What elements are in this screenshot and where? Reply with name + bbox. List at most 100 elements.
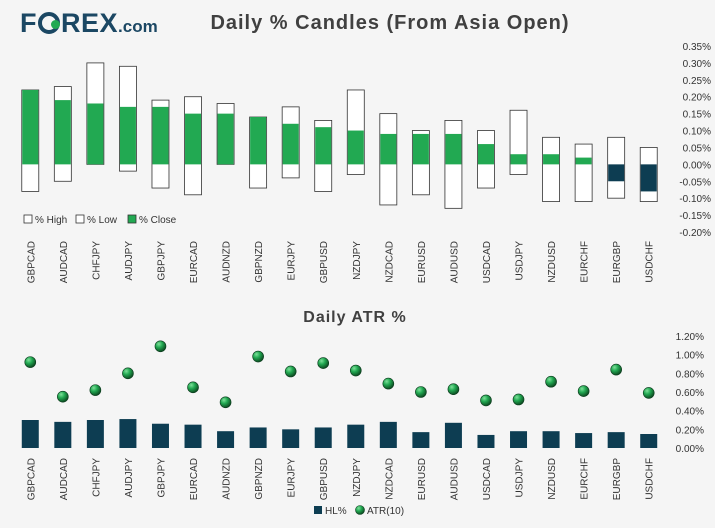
hl-bar [444,422,462,448]
x-tick-label: EURCAD [189,241,200,283]
legend-label: % Low [87,215,118,226]
hl-bar [249,427,267,448]
x-tick-label: EURJPY [287,241,298,281]
x-tick-label: NZDUSD [547,458,558,500]
x-tick-label: NZDJPY [352,241,363,280]
x-tick-label: NZDJPY [352,458,363,497]
atr-dot [642,387,655,399]
close-bar [282,123,299,165]
x-tick-label: USDJPY [515,458,526,498]
chart-title: Daily ATR % [303,309,406,326]
atr-dot [219,396,232,409]
close-bar [510,154,527,165]
x-tick-label: EURGBP [612,241,623,284]
x-tick-label: EURGBP [612,458,623,501]
y-tick-label: 0.10% [683,127,711,138]
legend-label: ATR(10) [367,506,404,517]
close-bar [315,127,332,165]
atr-dot [252,350,264,363]
atr-dot [480,394,492,407]
atr-dot [545,375,557,388]
legend-swatch [355,505,365,515]
atr-dot [382,377,395,390]
close-bar [608,164,625,182]
close-bar [87,103,104,165]
x-tick-label: AUDNZD [222,458,233,500]
legend-swatch [314,506,322,514]
y-tick-label: -0.15% [679,211,711,222]
close-bar [543,154,560,165]
x-tick-label: USDCAD [482,458,493,500]
x-tick-label: AUDCAD [59,241,70,283]
legend-label: % Close [139,215,177,226]
hl-bar [217,431,235,448]
hl-bar [607,432,625,448]
y-tick-label: 0.00% [676,444,704,455]
hl-bar [282,429,300,448]
y-tick-label: 0.80% [676,369,704,380]
y-tick-label: 0.15% [683,110,711,121]
x-tick-label: GBPJPY [156,458,167,498]
legend-swatch [127,214,137,224]
range-bar [542,136,560,202]
range-bar [509,109,528,175]
x-tick-label: AUDJPY [124,458,135,498]
close-bar [347,130,364,165]
forex-logo: F REX.com [20,8,158,39]
y-tick-label: 0.25% [683,76,711,87]
atr-dot [122,367,134,380]
atr-dot [187,381,199,394]
y-tick-label: 1.00% [676,351,704,362]
close-bar [152,106,169,165]
x-tick-label: USDJPY [515,241,526,281]
legend-label: HL% [325,506,347,517]
logo-tld: .com [118,17,158,36]
logo-letter-f: F [20,8,37,38]
x-tick-label: AUDUSD [449,241,460,283]
hl-bar [54,421,72,448]
atr-dot [512,393,525,406]
close-bar [22,89,39,165]
y-tick-label: 0.40% [676,407,704,418]
hl-bar [184,424,202,448]
x-tick-label: AUDUSD [449,458,460,500]
close-bar [640,164,657,192]
hl-bar [314,427,332,448]
hl-bar [86,420,104,448]
y-tick-label: 1.20% [676,332,704,343]
hl-bar [379,421,397,448]
y-tick-label: -0.10% [679,194,711,205]
hl-bar [542,431,560,448]
logo-o-mark-icon [38,12,60,34]
x-tick-label: CHFJPY [91,458,102,497]
close-bar [54,100,71,165]
atr-dot [577,385,590,397]
atr-dot [89,384,102,396]
atr-dot [349,364,362,377]
close-bar [412,133,429,165]
y-tick-label: 0.00% [683,160,711,171]
x-tick-label: EURJPY [287,458,298,498]
close-bar [217,113,234,165]
x-tick-label: USDCAD [482,241,493,283]
y-tick-label: 0.05% [683,143,711,154]
y-tick-label: 0.20% [683,93,711,104]
x-tick-label: GBPCAD [26,241,37,283]
x-tick-label: EURCHF [580,458,591,500]
close-bar [250,117,267,165]
x-tick-label: AUDCAD [59,458,70,500]
x-tick-label: GBPCAD [26,458,37,500]
y-tick-label: -0.20% [679,228,711,239]
x-tick-label: NZDUSD [547,241,558,283]
atr-dot [154,340,167,353]
x-tick-label: NZDCAD [384,241,395,283]
hl-bar [347,424,365,448]
x-tick-label: NZDCAD [384,458,395,500]
x-tick-label: EURCAD [189,458,200,500]
x-tick-label: AUDJPY [124,241,135,281]
atr-dot [284,365,297,378]
x-tick-label: EURUSD [417,458,428,500]
hl-bar [151,423,169,448]
hl-bar [119,419,137,448]
